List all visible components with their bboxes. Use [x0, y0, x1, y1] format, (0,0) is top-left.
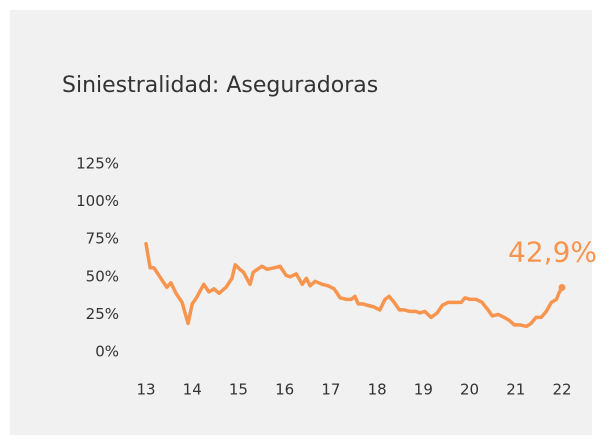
- end-point: [558, 283, 566, 291]
- x-tick-label: 21: [506, 381, 525, 399]
- x-tick-label: 15: [229, 381, 248, 399]
- y-tick-label: 75%: [86, 230, 119, 248]
- y-tick-label: 125%: [76, 155, 119, 173]
- y-tick-label: 25%: [86, 305, 119, 323]
- x-tick-label: 16: [275, 381, 294, 399]
- x-tick-label: 19: [414, 381, 433, 399]
- x-tick-label: 17: [321, 381, 340, 399]
- y-tick-label: 0%: [95, 343, 119, 361]
- line: [144, 241, 564, 329]
- y-tick-label: 50%: [86, 267, 119, 285]
- chart-title: Siniestralidad: Aseguradoras: [62, 73, 378, 98]
- x-tick-label: 20: [460, 381, 479, 399]
- panel: [10, 10, 592, 435]
- x-tick-label: 14: [183, 381, 202, 399]
- x-tick-label: 18: [368, 381, 387, 399]
- x-tick-label: 22: [552, 381, 571, 399]
- y-tick-label: 100%: [76, 192, 119, 210]
- value-label: 42,9%: [508, 235, 597, 268]
- x-tick-label: 13: [136, 381, 155, 399]
